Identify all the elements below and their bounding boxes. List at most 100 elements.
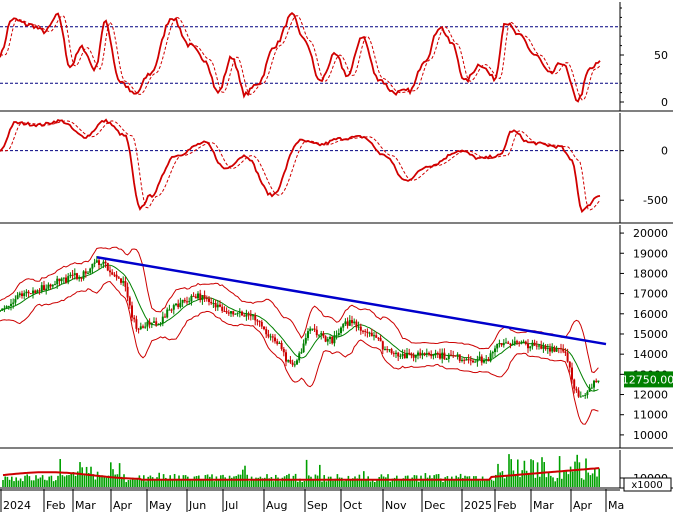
- volume-bar: [312, 479, 314, 487]
- candle-body: [531, 342, 534, 347]
- volume-bar: [35, 475, 37, 487]
- bollinger-lower: [0, 280, 599, 425]
- volume-bar: [217, 479, 220, 487]
- stoch-tick-label: 50: [654, 49, 668, 62]
- candle-body: [32, 290, 34, 294]
- volume-bar: [594, 467, 596, 487]
- candle-body: [146, 321, 149, 327]
- candle-body: [315, 329, 318, 336]
- candle-body: [346, 321, 349, 326]
- candle-body: [381, 341, 384, 350]
- candle-body: [157, 324, 160, 326]
- candle-body: [36, 290, 39, 294]
- volume-bar: [464, 475, 466, 487]
- candle-body: [571, 367, 573, 380]
- candle-body: [421, 353, 424, 355]
- candle-body: [379, 338, 382, 342]
- candle-body: [595, 380, 598, 383]
- candle-body: [511, 343, 514, 346]
- volume-bar: [55, 480, 57, 487]
- volume-bar: [74, 475, 77, 487]
- volume-bar: [127, 480, 130, 487]
- candle-body: [219, 304, 221, 307]
- volume-bar: [270, 477, 273, 487]
- candle-body: [287, 360, 290, 362]
- stoch-tick-label: 0: [661, 96, 668, 109]
- candle-body: [357, 326, 360, 328]
- candle-body: [27, 291, 30, 294]
- volume-bar: [308, 475, 310, 487]
- candle-body: [122, 281, 125, 283]
- volume-bar: [389, 481, 391, 487]
- volume-bar: [136, 478, 138, 487]
- candle-body: [67, 276, 70, 283]
- x-tick-label: May: [149, 499, 172, 512]
- last-price-label: 12750.00: [622, 373, 673, 386]
- candle-body: [49, 284, 52, 287]
- volume-bar: [213, 481, 215, 487]
- candle-body: [252, 315, 254, 317]
- volume-bar: [341, 477, 343, 487]
- candle-body: [172, 305, 175, 310]
- volume-bar: [81, 467, 83, 487]
- volume-bar: [475, 476, 477, 487]
- volume-bar: [517, 459, 519, 487]
- volume-bar: [239, 474, 242, 487]
- volume-bar: [310, 476, 312, 487]
- price-tick-label: 17000: [633, 288, 668, 301]
- volume-bar: [352, 478, 354, 487]
- candle-body: [18, 293, 21, 296]
- candle-body: [188, 301, 191, 303]
- volume-bar: [444, 477, 446, 487]
- volume-bar: [248, 480, 251, 487]
- volume-bar: [585, 458, 587, 487]
- volume-panel: 10000x1000: [0, 450, 673, 492]
- candle-body: [7, 305, 10, 307]
- candle-body: [406, 352, 408, 359]
- price-tick-label: 11000: [633, 409, 668, 422]
- volume-bar: [407, 475, 409, 487]
- volume-bar: [156, 477, 158, 487]
- volume-bar: [325, 481, 328, 487]
- candle-body: [291, 362, 294, 365]
- volume-bar: [398, 480, 400, 487]
- volume-bar: [433, 475, 435, 487]
- volume-bar: [556, 477, 559, 487]
- candle-body: [60, 278, 63, 282]
- candle-body: [377, 337, 380, 339]
- volume-bar: [349, 479, 352, 487]
- candle-body: [397, 352, 400, 357]
- x-tick-label: Aug: [266, 499, 287, 512]
- volume-bar: [470, 479, 473, 487]
- candle-body: [458, 354, 461, 361]
- volume-bar: [96, 471, 99, 487]
- volume-bar: [411, 477, 413, 487]
- mom-tick-label: 0: [661, 145, 668, 158]
- volume-ma-line: [2, 467, 600, 481]
- candle-body: [533, 342, 536, 346]
- candle-body: [126, 286, 129, 298]
- candle-body: [364, 330, 367, 332]
- candle-body: [412, 355, 415, 358]
- volume-bar: [481, 476, 484, 487]
- candle-body: [408, 352, 411, 354]
- volume-bar: [536, 462, 539, 487]
- volume-bar: [534, 477, 537, 487]
- volume-bar: [15, 477, 17, 487]
- candle-body: [331, 336, 334, 344]
- volume-bar: [171, 480, 174, 487]
- price-tick-label: 10000: [633, 429, 668, 442]
- candle-body: [166, 309, 169, 318]
- volume-bar: [26, 474, 28, 487]
- candle-body: [529, 346, 532, 349]
- candle-body: [175, 303, 177, 306]
- volume-bar: [446, 476, 449, 487]
- volume-bar: [413, 475, 416, 487]
- mom-signal-line: [0, 120, 601, 211]
- volume-bar: [268, 478, 270, 487]
- volume-bar: [415, 475, 418, 487]
- candle-body: [232, 311, 235, 315]
- volume-bar: [165, 477, 167, 487]
- candle-body: [62, 277, 65, 279]
- volume-bar: [261, 478, 264, 487]
